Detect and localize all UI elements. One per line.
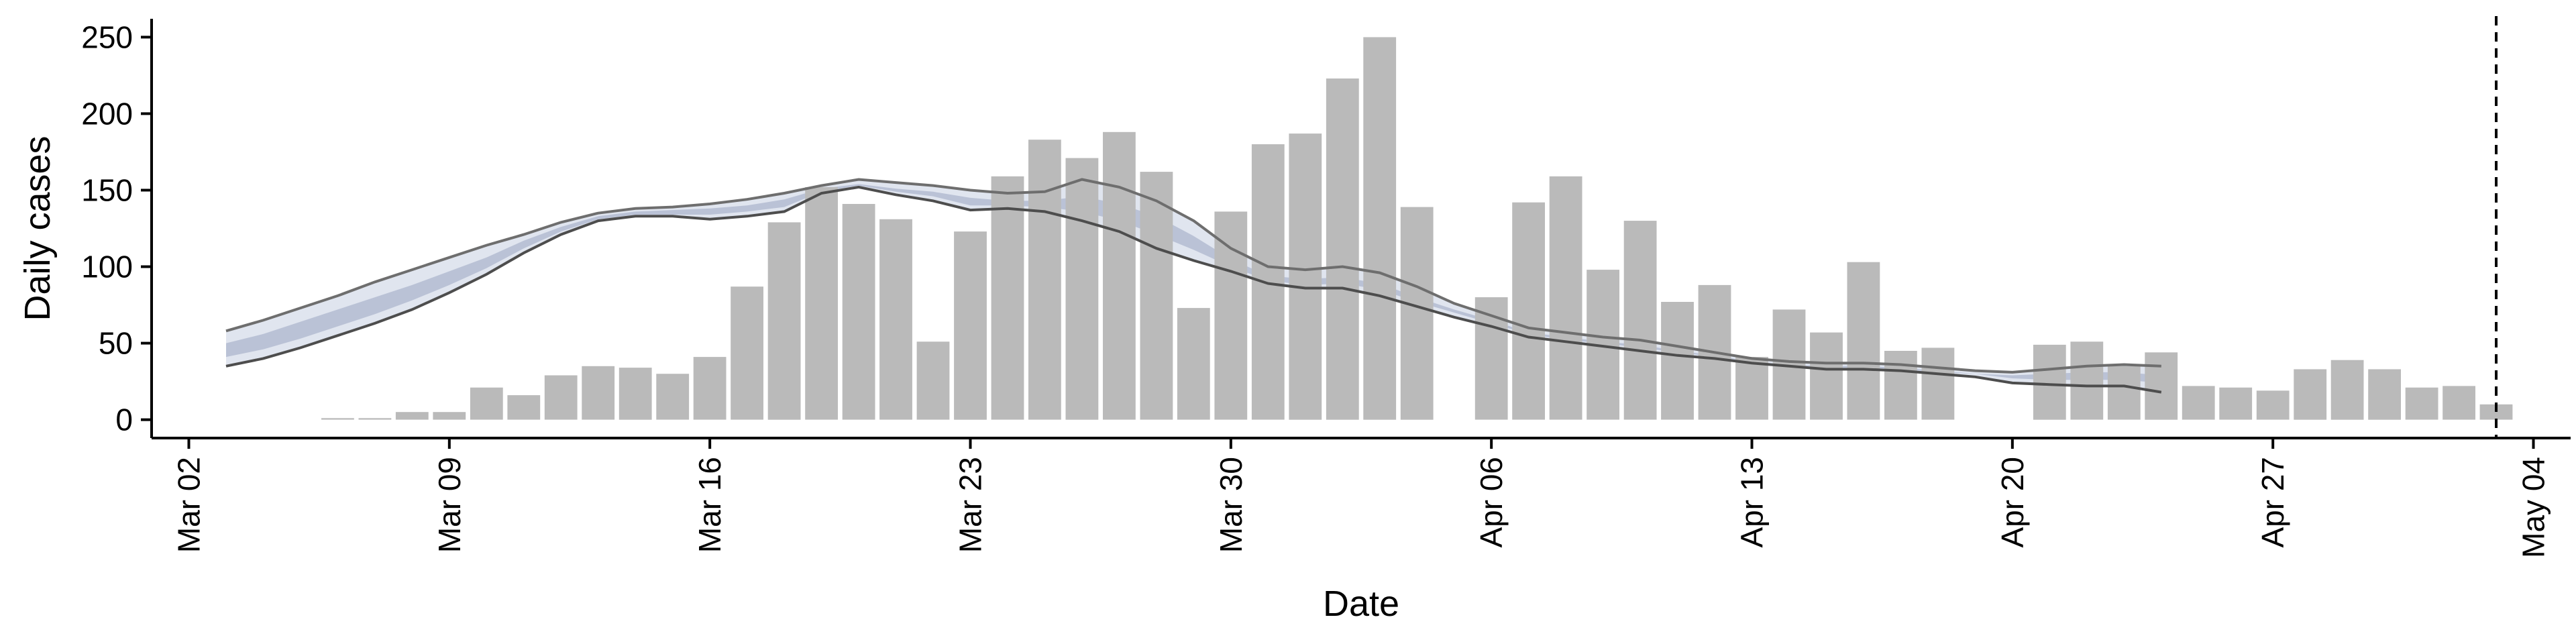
x-tick-label: Apr 20 bbox=[1995, 457, 2030, 548]
bar bbox=[2070, 341, 2104, 420]
x-tick-label: Mar 09 bbox=[432, 457, 467, 553]
bar bbox=[1847, 262, 1880, 420]
y-tick-label: 200 bbox=[81, 96, 133, 131]
bar bbox=[1251, 144, 1285, 420]
bar bbox=[1623, 221, 1657, 420]
bar bbox=[1363, 37, 1397, 420]
bar bbox=[2033, 344, 2066, 420]
bar bbox=[693, 357, 727, 420]
y-tick-label: 100 bbox=[81, 250, 133, 284]
bar bbox=[2182, 386, 2215, 420]
x-axis-ticks: Mar 02 Mar 09 Mar 16 Mar 23 Mar 30 Apr 06 Apr … bbox=[171, 438, 2551, 558]
bars bbox=[321, 37, 2513, 420]
bar bbox=[842, 204, 875, 420]
bar bbox=[1214, 211, 1248, 420]
x-tick-label: Mar 16 bbox=[692, 457, 727, 553]
y-tick-label: 0 bbox=[115, 402, 133, 437]
bar bbox=[1921, 347, 1955, 420]
band-upper-line bbox=[225, 178, 2161, 374]
bar bbox=[1140, 172, 1173, 420]
y-axis-title: Daily cases bbox=[17, 136, 58, 321]
bar bbox=[954, 231, 987, 420]
bar bbox=[544, 375, 578, 420]
bar bbox=[1028, 140, 1061, 420]
bar bbox=[656, 374, 690, 420]
band-bound-lines bbox=[225, 178, 2162, 394]
bar bbox=[433, 412, 466, 420]
bar bbox=[1065, 158, 1099, 420]
bar bbox=[2368, 369, 2401, 420]
bar bbox=[879, 219, 912, 420]
x-tick-label: Apr 27 bbox=[2255, 457, 2290, 548]
x-tick-label: May 04 bbox=[2516, 457, 2551, 558]
x-tick-label: Apr 13 bbox=[1735, 457, 1770, 548]
bar bbox=[1735, 357, 1768, 420]
bar bbox=[1884, 351, 1917, 420]
x-tick-label: Mar 02 bbox=[171, 457, 206, 553]
bar bbox=[507, 395, 541, 420]
bar bbox=[1400, 207, 1434, 420]
bar bbox=[1810, 332, 1843, 420]
bar bbox=[2294, 369, 2327, 420]
y-axis-ticks: 0 50 100 150 200 250 bbox=[81, 19, 152, 437]
y-tick-label: 150 bbox=[81, 172, 133, 207]
bar bbox=[358, 418, 392, 420]
y-tick-label: 50 bbox=[99, 326, 133, 361]
band-lower-line bbox=[225, 185, 2162, 394]
bar bbox=[805, 186, 838, 420]
x-tick-label: Mar 23 bbox=[953, 457, 987, 553]
bar bbox=[2330, 360, 2364, 420]
bar bbox=[395, 412, 429, 420]
axes bbox=[150, 19, 2571, 439]
bar bbox=[470, 387, 503, 420]
x-axis-title: Date bbox=[1323, 584, 1399, 624]
bar bbox=[1289, 133, 1322, 420]
bar bbox=[916, 341, 950, 420]
bar bbox=[2405, 387, 2438, 420]
x-tick-label: Apr 06 bbox=[1474, 457, 1509, 548]
bar bbox=[1103, 131, 1136, 420]
bar bbox=[2443, 386, 2475, 420]
bar bbox=[1177, 308, 1210, 420]
bar bbox=[1549, 176, 1582, 420]
bar bbox=[619, 368, 652, 420]
bar bbox=[767, 222, 801, 420]
bar bbox=[1326, 78, 1359, 420]
bar bbox=[582, 366, 615, 420]
bar bbox=[991, 176, 1024, 420]
bar bbox=[2256, 390, 2290, 420]
bar bbox=[2107, 366, 2141, 420]
bar bbox=[2219, 387, 2253, 420]
bar bbox=[731, 286, 763, 420]
y-tick-label: 250 bbox=[81, 19, 133, 54]
bar bbox=[2479, 404, 2513, 420]
bar bbox=[1512, 202, 1545, 420]
bar bbox=[321, 418, 354, 420]
bar bbox=[2145, 352, 2178, 420]
bar bbox=[1661, 302, 1694, 420]
x-tick-label: Mar 30 bbox=[1214, 457, 1248, 553]
bar bbox=[1474, 297, 1508, 420]
